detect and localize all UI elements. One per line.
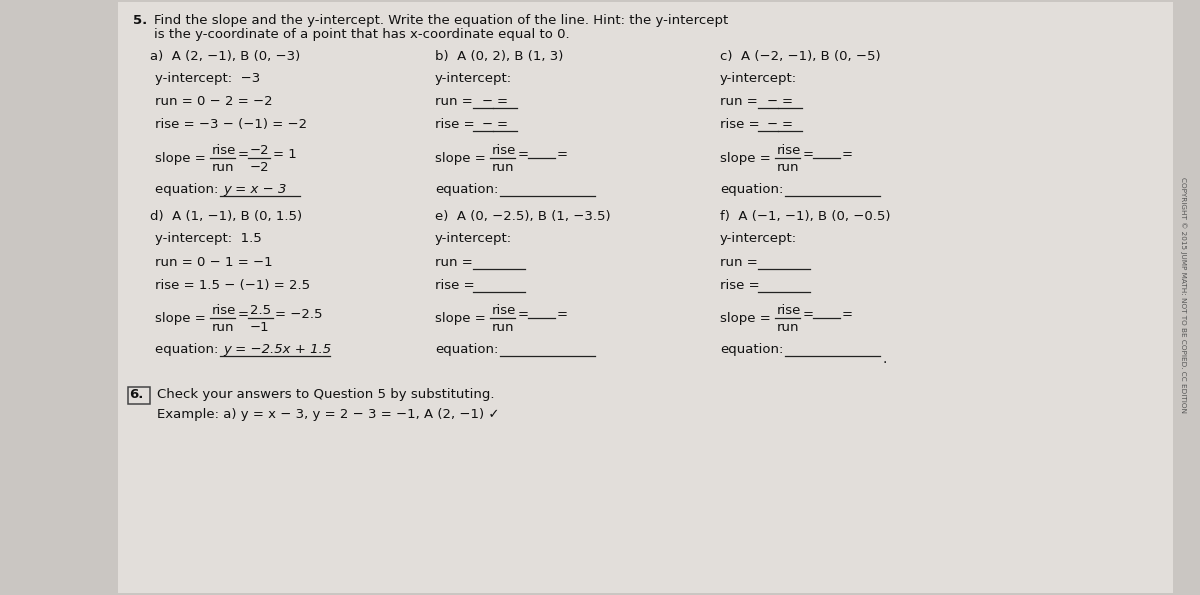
Text: COPYRIGHT © 2015 JUMP MATH: NOT TO BE COPIED. CC EDITION: COPYRIGHT © 2015 JUMP MATH: NOT TO BE CO…	[1180, 177, 1187, 413]
Text: run: run	[778, 321, 799, 334]
Text: equation:: equation:	[720, 343, 784, 356]
Text: −1: −1	[250, 321, 270, 334]
Text: is the y-coordinate of a point that has x-coordinate equal to 0.: is the y-coordinate of a point that has …	[154, 28, 570, 41]
Text: rise: rise	[212, 304, 236, 317]
Text: =: =	[557, 308, 568, 321]
Text: c)  A (−2, −1), B (0, −5): c) A (−2, −1), B (0, −5)	[720, 50, 881, 63]
Text: −: −	[767, 118, 778, 131]
Text: .: .	[882, 352, 887, 366]
Text: =: =	[497, 118, 508, 131]
Text: =: =	[518, 308, 529, 321]
Text: slope =: slope =	[155, 312, 205, 325]
Text: run = 0 − 1 = −1: run = 0 − 1 = −1	[155, 256, 272, 269]
Text: y-intercept:  −3: y-intercept: −3	[155, 72, 260, 85]
Text: equation:: equation:	[155, 183, 227, 196]
Text: rise =: rise =	[720, 118, 760, 131]
Text: −2: −2	[250, 144, 270, 157]
Text: y-intercept:: y-intercept:	[720, 232, 797, 245]
Text: equation:: equation:	[720, 183, 784, 196]
Text: =: =	[782, 118, 793, 131]
Text: =: =	[238, 308, 250, 321]
Text: Example: a) y = x − 3, y = 2 − 3 = −1, A (2, −1) ✓: Example: a) y = x − 3, y = 2 − 3 = −1, A…	[157, 408, 499, 421]
Text: 6.: 6.	[130, 388, 143, 401]
Text: run = 0 − 2 = −2: run = 0 − 2 = −2	[155, 95, 272, 108]
Text: rise =: rise =	[436, 279, 475, 292]
Text: rise: rise	[778, 144, 802, 157]
Text: run =: run =	[720, 256, 757, 269]
Text: =: =	[842, 148, 853, 161]
Text: Find the slope and the y-intercept. Write the equation of the line. Hint: the y-: Find the slope and the y-intercept. Writ…	[154, 14, 728, 27]
Text: =: =	[803, 148, 814, 161]
Text: =: =	[518, 148, 529, 161]
Text: y-intercept:  1.5: y-intercept: 1.5	[155, 232, 262, 245]
Text: −2: −2	[250, 161, 270, 174]
Text: =: =	[782, 95, 793, 108]
Text: 2.5: 2.5	[250, 304, 271, 317]
Text: rise: rise	[212, 144, 236, 157]
Bar	[118, 2, 1174, 593]
Text: rise = 1.5 − (−1) = 2.5: rise = 1.5 − (−1) = 2.5	[155, 279, 310, 292]
Text: a)  A (2, −1), B (0, −3): a) A (2, −1), B (0, −3)	[150, 50, 300, 63]
Text: slope =: slope =	[720, 152, 770, 165]
Text: slope =: slope =	[720, 312, 770, 325]
Text: run: run	[492, 321, 515, 334]
Text: Check your answers to Question 5 by substituting.: Check your answers to Question 5 by subs…	[157, 388, 494, 401]
Text: run: run	[492, 161, 515, 174]
Text: y = x − 3: y = x − 3	[223, 183, 287, 196]
Text: =: =	[238, 148, 250, 161]
Text: run =: run =	[720, 95, 757, 108]
Bar	[128, 387, 150, 404]
Text: = −2.5: = −2.5	[275, 308, 323, 321]
Text: y-intercept:: y-intercept:	[720, 72, 797, 85]
Text: rise: rise	[492, 144, 516, 157]
Text: y-intercept:: y-intercept:	[436, 232, 512, 245]
Text: rise =: rise =	[720, 279, 760, 292]
Text: −: −	[482, 95, 493, 108]
Text: slope =: slope =	[155, 152, 205, 165]
Text: equation:: equation:	[436, 343, 498, 356]
Text: e)  A (0, −2.5), B (1, −3.5): e) A (0, −2.5), B (1, −3.5)	[436, 210, 611, 223]
Text: slope =: slope =	[436, 312, 486, 325]
Text: run: run	[778, 161, 799, 174]
Text: =: =	[803, 308, 814, 321]
Text: =: =	[842, 308, 853, 321]
Text: =: =	[497, 95, 508, 108]
Text: equation:: equation:	[155, 343, 227, 356]
Text: d)  A (1, −1), B (0, 1.5): d) A (1, −1), B (0, 1.5)	[150, 210, 302, 223]
Text: rise =: rise =	[436, 118, 475, 131]
Text: run =: run =	[436, 256, 473, 269]
Text: −: −	[482, 118, 493, 131]
Text: run: run	[212, 321, 234, 334]
Text: slope =: slope =	[436, 152, 486, 165]
Text: rise: rise	[492, 304, 516, 317]
Text: run: run	[212, 161, 234, 174]
Text: =: =	[557, 148, 568, 161]
Text: rise: rise	[778, 304, 802, 317]
Text: f)  A (−1, −1), B (0, −0.5): f) A (−1, −1), B (0, −0.5)	[720, 210, 890, 223]
Text: 5.: 5.	[133, 14, 148, 27]
Text: y = −2.5x + 1.5: y = −2.5x + 1.5	[223, 343, 331, 356]
Text: run =: run =	[436, 95, 473, 108]
Text: b)  A (0, 2), B (1, 3): b) A (0, 2), B (1, 3)	[436, 50, 563, 63]
Text: equation:: equation:	[436, 183, 498, 196]
Text: rise = −3 − (−1) = −2: rise = −3 − (−1) = −2	[155, 118, 307, 131]
Text: y-intercept:: y-intercept:	[436, 72, 512, 85]
Text: −: −	[767, 95, 778, 108]
Text: = 1: = 1	[274, 148, 296, 161]
